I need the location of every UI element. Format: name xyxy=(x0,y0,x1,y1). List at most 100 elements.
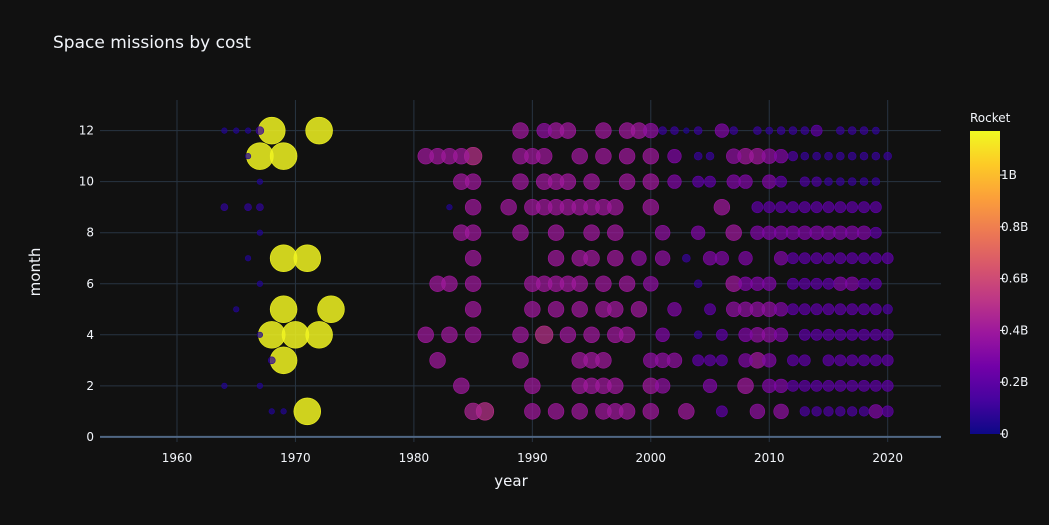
data-point[interactable] xyxy=(524,301,541,318)
data-point[interactable] xyxy=(536,122,552,139)
data-point[interactable] xyxy=(583,250,600,267)
data-point[interactable] xyxy=(811,176,822,187)
data-point[interactable] xyxy=(798,379,811,392)
data-point[interactable] xyxy=(667,149,682,164)
data-point[interactable] xyxy=(692,175,705,188)
data-point[interactable] xyxy=(859,177,869,186)
data-point[interactable] xyxy=(618,326,636,343)
data-point[interactable] xyxy=(693,151,703,161)
data-point[interactable] xyxy=(834,379,847,392)
data-point[interactable] xyxy=(810,201,823,214)
data-point[interactable] xyxy=(787,252,799,265)
data-point[interactable] xyxy=(858,354,870,367)
data-point[interactable] xyxy=(776,126,786,135)
data-point[interactable] xyxy=(715,328,728,341)
data-point[interactable] xyxy=(642,199,659,216)
data-point[interactable] xyxy=(798,328,811,341)
data-point[interactable] xyxy=(836,177,845,186)
data-point[interactable] xyxy=(787,151,799,162)
data-point[interactable] xyxy=(631,250,647,266)
data-point[interactable] xyxy=(441,326,458,343)
data-point[interactable] xyxy=(847,151,857,161)
data-point[interactable] xyxy=(714,123,730,138)
data-point[interactable] xyxy=(858,252,870,265)
data-point[interactable] xyxy=(417,326,434,343)
data-point[interactable] xyxy=(453,147,470,165)
data-point[interactable] xyxy=(691,225,706,240)
data-point[interactable] xyxy=(559,173,577,190)
data-point[interactable] xyxy=(798,354,811,367)
data-point[interactable] xyxy=(713,199,731,216)
data-point[interactable] xyxy=(869,201,882,214)
data-point[interactable] xyxy=(858,406,870,417)
data-point[interactable] xyxy=(834,303,847,316)
data-point[interactable] xyxy=(293,397,322,426)
data-point[interactable] xyxy=(845,276,860,291)
data-point[interactable] xyxy=(835,406,846,417)
data-point[interactable] xyxy=(859,126,869,135)
data-point[interactable] xyxy=(846,354,859,367)
data-point[interactable] xyxy=(738,327,753,342)
data-point[interactable] xyxy=(524,403,541,420)
data-point[interactable] xyxy=(670,126,679,135)
data-point[interactable] xyxy=(244,203,252,212)
data-point[interactable] xyxy=(464,275,482,292)
data-point[interactable] xyxy=(858,303,870,316)
data-point[interactable] xyxy=(595,122,612,139)
data-point[interactable] xyxy=(535,147,553,165)
data-point[interactable] xyxy=(693,126,703,135)
data-point[interactable] xyxy=(221,382,228,389)
data-point[interactable] xyxy=(725,224,742,241)
data-point[interactable] xyxy=(799,176,810,187)
data-point[interactable] xyxy=(773,251,789,266)
data-point[interactable] xyxy=(881,354,894,367)
data-point[interactable] xyxy=(869,328,882,341)
data-point[interactable] xyxy=(847,406,858,417)
data-point[interactable] xyxy=(824,151,833,161)
data-point[interactable] xyxy=(822,379,835,392)
scatter-points[interactable] xyxy=(220,116,894,426)
data-point[interactable] xyxy=(267,356,276,365)
data-point[interactable] xyxy=(630,301,648,318)
data-point[interactable] xyxy=(682,253,691,263)
data-point[interactable] xyxy=(464,199,482,216)
data-point[interactable] xyxy=(775,175,787,188)
data-point[interactable] xyxy=(834,201,847,214)
data-point[interactable] xyxy=(704,303,716,316)
data-point[interactable] xyxy=(762,353,777,368)
data-point[interactable] xyxy=(737,377,754,395)
data-point[interactable] xyxy=(559,122,577,139)
data-point[interactable] xyxy=(256,331,263,338)
data-point[interactable] xyxy=(788,126,798,135)
data-point[interactable] xyxy=(704,175,716,188)
data-point[interactable] xyxy=(810,328,823,341)
data-point[interactable] xyxy=(871,177,881,186)
data-point[interactable] xyxy=(269,244,298,272)
data-point[interactable] xyxy=(869,226,882,239)
data-point[interactable] xyxy=(512,326,529,343)
data-point[interactable] xyxy=(847,177,857,186)
data-point[interactable] xyxy=(256,203,264,212)
data-point[interactable] xyxy=(773,327,789,342)
data-point[interactable] xyxy=(810,124,823,137)
data-point[interactable] xyxy=(429,352,446,369)
data-point[interactable] xyxy=(810,252,823,265)
data-point[interactable] xyxy=(869,354,882,367)
data-point[interactable] xyxy=(642,403,659,420)
data-point[interactable] xyxy=(464,326,482,343)
data-point[interactable] xyxy=(822,201,835,214)
data-point[interactable] xyxy=(595,275,612,292)
data-point[interactable] xyxy=(812,151,821,161)
data-point[interactable] xyxy=(221,127,228,134)
data-point[interactable] xyxy=(512,352,529,369)
data-point[interactable] xyxy=(692,354,705,367)
data-point[interactable] xyxy=(762,276,777,291)
data-point[interactable] xyxy=(643,122,659,139)
data-point[interactable] xyxy=(775,201,787,214)
data-point[interactable] xyxy=(280,408,287,415)
data-point[interactable] xyxy=(859,151,869,161)
data-point[interactable] xyxy=(822,354,835,367)
data-point[interactable] xyxy=(846,252,859,265)
data-point[interactable] xyxy=(881,405,894,418)
data-point[interactable] xyxy=(654,225,671,241)
